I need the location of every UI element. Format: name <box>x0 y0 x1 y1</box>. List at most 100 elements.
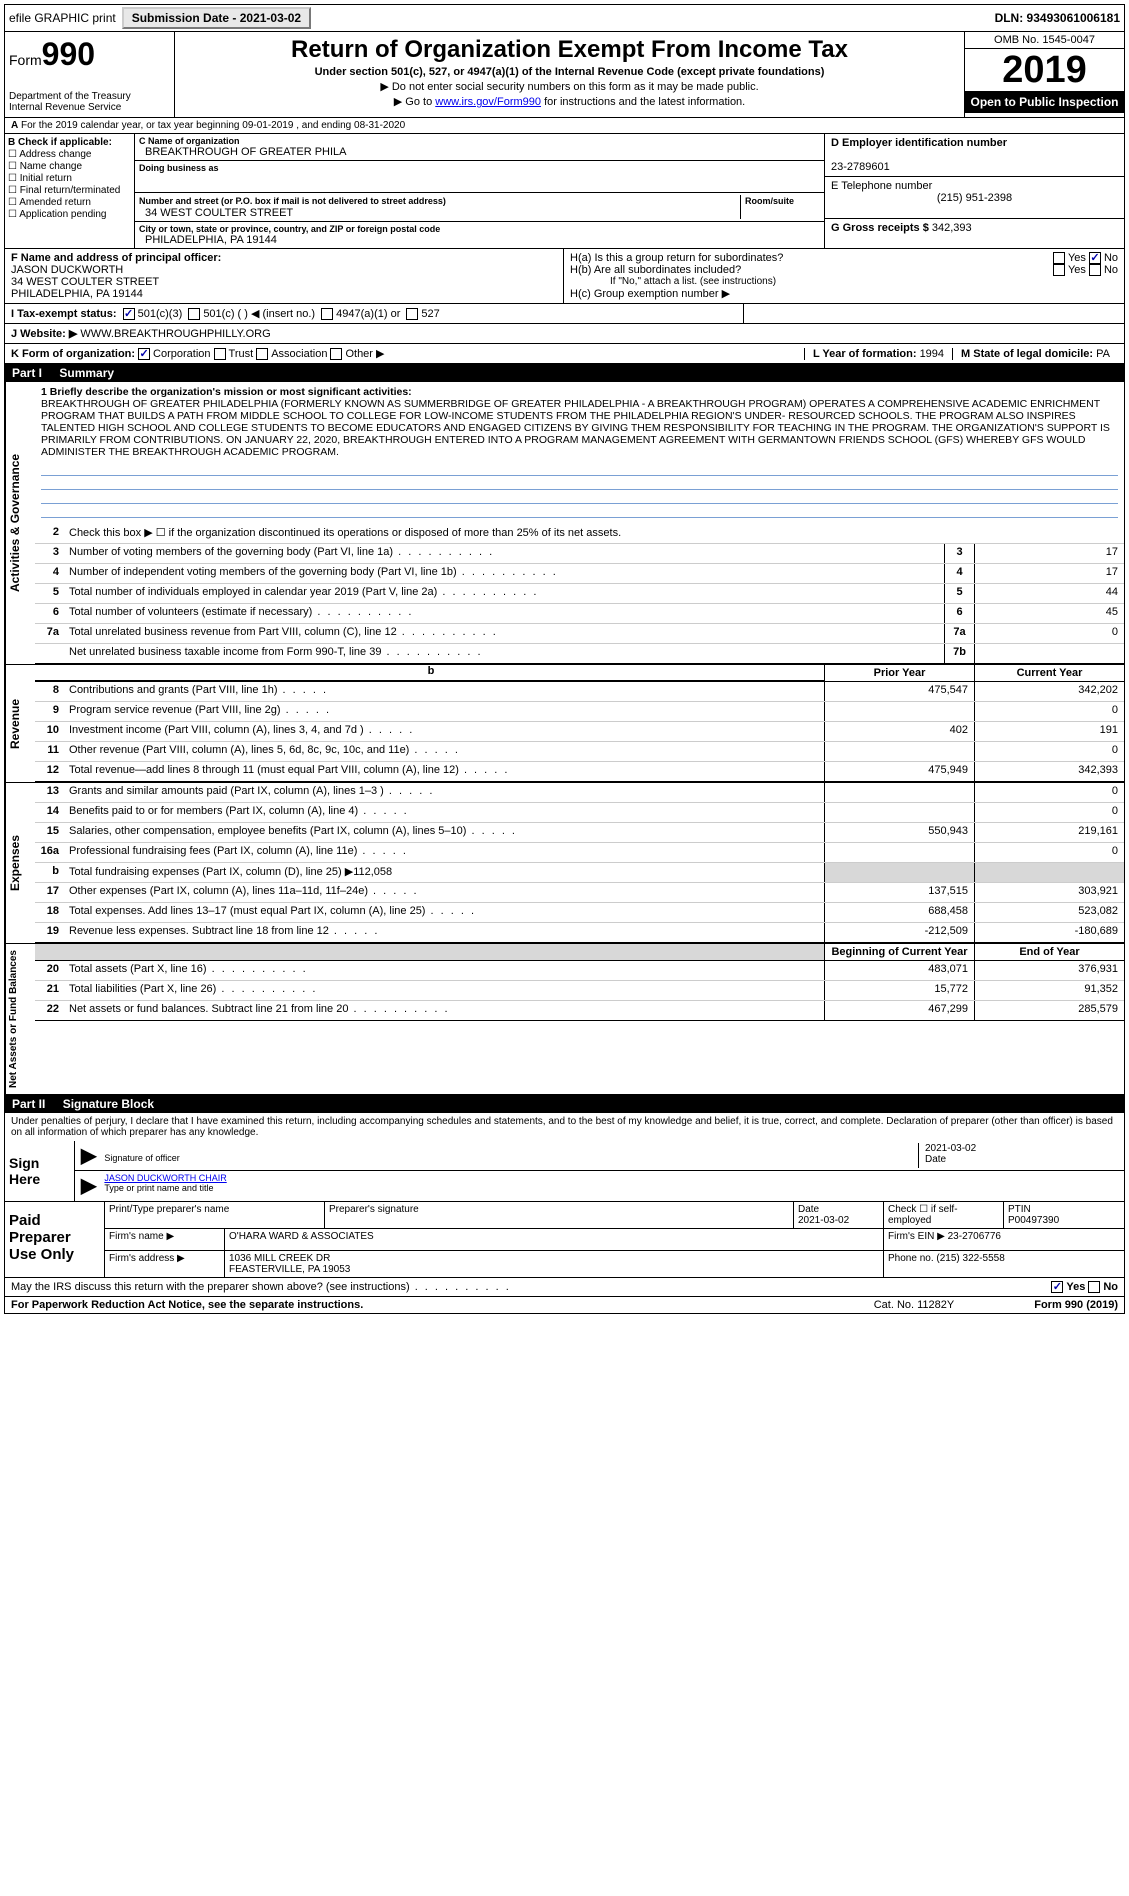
discuss-label: May the IRS discuss this return with the… <box>11 1281 511 1293</box>
cb-501c3[interactable] <box>123 308 135 320</box>
expense-line: 13Grants and similar amounts paid (Part … <box>35 783 1124 803</box>
penalties-text: Under penalties of perjury, I declare th… <box>5 1113 1124 1141</box>
tax-status-label: I Tax-exempt status: <box>11 308 117 320</box>
ein-label: D Employer identification number <box>831 137 1007 149</box>
tel-label: E Telephone number <box>831 180 932 192</box>
expense-line: 16aProfessional fundraising fees (Part I… <box>35 843 1124 863</box>
city-value: PHILADELPHIA, PA 19144 <box>145 234 277 246</box>
prior-year-header: Prior Year <box>824 665 974 681</box>
submission-date-button[interactable]: Submission Date - 2021-03-02 <box>122 7 311 29</box>
netassets-line: 20Total assets (Part X, line 16)483,0713… <box>35 961 1124 981</box>
self-employed-check[interactable]: Check ☐ if self-employed <box>884 1202 1004 1228</box>
cb-name-change[interactable]: ☐ Name change <box>8 161 131 172</box>
cb-initial-return[interactable]: ☐ Initial return <box>8 173 131 184</box>
discuss-no[interactable] <box>1088 1281 1100 1293</box>
revenue-label: Revenue <box>5 665 35 782</box>
hb-no[interactable] <box>1089 264 1101 276</box>
netassets-label: Net Assets or Fund Balances <box>5 944 35 1094</box>
state-domicile: PA <box>1096 348 1110 360</box>
dba-label: Doing business as <box>139 163 219 173</box>
dln-label: DLN: 93493061006181 <box>995 11 1120 25</box>
cb-trust[interactable] <box>214 348 226 360</box>
expense-line: 19Revenue less expenses. Subtract line 1… <box>35 923 1124 943</box>
ssn-note: ▶ Do not enter social security numbers o… <box>179 80 960 93</box>
blueline <box>41 462 1118 476</box>
addr-label: Number and street (or P.O. box if mail i… <box>139 196 446 206</box>
ha-label: H(a) Is this a group return for subordin… <box>570 252 1050 264</box>
revenue-line: 9Program service revenue (Part VIII, lin… <box>35 702 1124 722</box>
governance-line: 7aTotal unrelated business revenue from … <box>35 624 1124 644</box>
cat-no: Cat. No. 11282Y <box>874 1299 955 1311</box>
gross-label: G Gross receipts $ <box>831 222 929 234</box>
governance-line: 6Total number of volunteers (estimate if… <box>35 604 1124 624</box>
tax-period: A For the 2019 calendar year, or tax yea… <box>4 118 1125 134</box>
gross-value: 342,393 <box>932 222 972 234</box>
irs-link[interactable]: www.irs.gov/Form990 <box>435 96 541 108</box>
officer-label: F Name and address of principal officer: <box>11 252 221 264</box>
room-label: Room/suite <box>745 196 794 206</box>
revenue-line: 10Investment income (Part VIII, column (… <box>35 722 1124 742</box>
expense-line: bTotal fundraising expenses (Part IX, co… <box>35 863 1124 883</box>
ha-no[interactable] <box>1089 252 1101 264</box>
expense-line: 15Salaries, other compensation, employee… <box>35 823 1124 843</box>
prep-sig-hdr: Preparer's signature <box>325 1202 794 1228</box>
netassets-section: Net Assets or Fund Balances Beginning of… <box>4 944 1125 1095</box>
cb-4947[interactable] <box>321 308 333 320</box>
form-subtitle: Under section 501(c), 527, or 4947(a)(1)… <box>179 66 960 78</box>
website-row: J Website: ▶ WWW.BREAKTHROUGHPHILLY.ORG <box>4 324 1125 344</box>
revenue-line: 8Contributions and grants (Part VIII, li… <box>35 682 1124 702</box>
paperwork-notice: For Paperwork Reduction Act Notice, see … <box>11 1299 363 1311</box>
firm-phone: (215) 322-5558 <box>936 1253 1004 1264</box>
officer-group-row: F Name and address of principal officer:… <box>4 249 1125 304</box>
expense-line: 18Total expenses. Add lines 13–17 (must … <box>35 903 1124 923</box>
tel-value: (215) 951-2398 <box>831 192 1118 204</box>
officer-addr1: 34 WEST COULTER STREET <box>11 276 159 288</box>
form-number: Form990 <box>9 36 170 73</box>
discuss-row: May the IRS discuss this return with the… <box>4 1278 1125 1297</box>
top-bar: efile GRAPHIC print Submission Date - 20… <box>4 4 1125 32</box>
prep-date: 2021-03-02 <box>798 1215 849 1226</box>
cb-501c[interactable] <box>188 308 200 320</box>
cb-assoc[interactable] <box>256 348 268 360</box>
omb-number: OMB No. 1545-0047 <box>965 32 1124 49</box>
form-title: Return of Organization Exempt From Incom… <box>179 36 960 64</box>
revenue-header: b Prior Year Current Year <box>35 665 1124 682</box>
firm-addr1: 1036 MILL CREEK DR <box>229 1253 330 1264</box>
public-inspection: Open to Public Inspection <box>965 91 1124 113</box>
governance-label: Activities & Governance <box>5 382 35 664</box>
k-label: K Form of organization: <box>11 348 135 360</box>
status-website-row: I Tax-exempt status: 501(c)(3) 501(c) ( … <box>4 304 1125 324</box>
cb-corp[interactable] <box>138 348 150 360</box>
current-year-header: Current Year <box>974 665 1124 681</box>
firm-ein: 23-2706776 <box>948 1231 1001 1242</box>
governance-line: Net unrelated business taxable income fr… <box>35 644 1124 664</box>
officer-name-link[interactable]: JASON DUCKWORTH CHAIR <box>104 1173 226 1183</box>
revenue-section: Revenue b Prior Year Current Year 8Contr… <box>4 665 1125 783</box>
netassets-line: 22Net assets or fund balances. Subtract … <box>35 1001 1124 1021</box>
governance-line: 3Number of voting members of the governi… <box>35 544 1124 564</box>
hc-label: H(c) Group exemption number ▶ <box>570 287 1118 300</box>
year-formation: 1994 <box>920 348 944 360</box>
firm-name: O'HARA WARD & ASSOCIATES <box>225 1229 884 1250</box>
city-label: City or town, state or province, country… <box>139 224 440 234</box>
sig-arrow-icon: ▶ <box>81 1173 96 1198</box>
cb-final-return[interactable]: ☐ Final return/terminated <box>8 185 131 196</box>
dept-irs: Internal Revenue Service <box>9 102 170 113</box>
addr-value: 34 WEST COULTER STREET <box>145 207 293 219</box>
discuss-yes[interactable] <box>1051 1281 1063 1293</box>
dept-treasury: Department of the Treasury <box>9 91 170 102</box>
cb-application-pending[interactable]: ☐ Application pending <box>8 209 131 220</box>
blueline <box>41 504 1118 518</box>
org-name-label: C Name of organization <box>139 136 240 146</box>
cb-other[interactable] <box>330 348 342 360</box>
expenses-label: Expenses <box>5 783 35 943</box>
hb-yes[interactable] <box>1053 264 1065 276</box>
cb-527[interactable] <box>406 308 418 320</box>
expense-line: 14Benefits paid to or for members (Part … <box>35 803 1124 823</box>
part2-header: Part II Signature Block <box>4 1095 1125 1113</box>
tax-year: 2019 <box>965 49 1124 91</box>
officer-addr2: PHILADELPHIA, PA 19144 <box>11 288 143 300</box>
ha-yes[interactable] <box>1053 252 1065 264</box>
cb-address-change[interactable]: ☐ Address change <box>8 149 131 160</box>
cb-amended-return[interactable]: ☐ Amended return <box>8 197 131 208</box>
